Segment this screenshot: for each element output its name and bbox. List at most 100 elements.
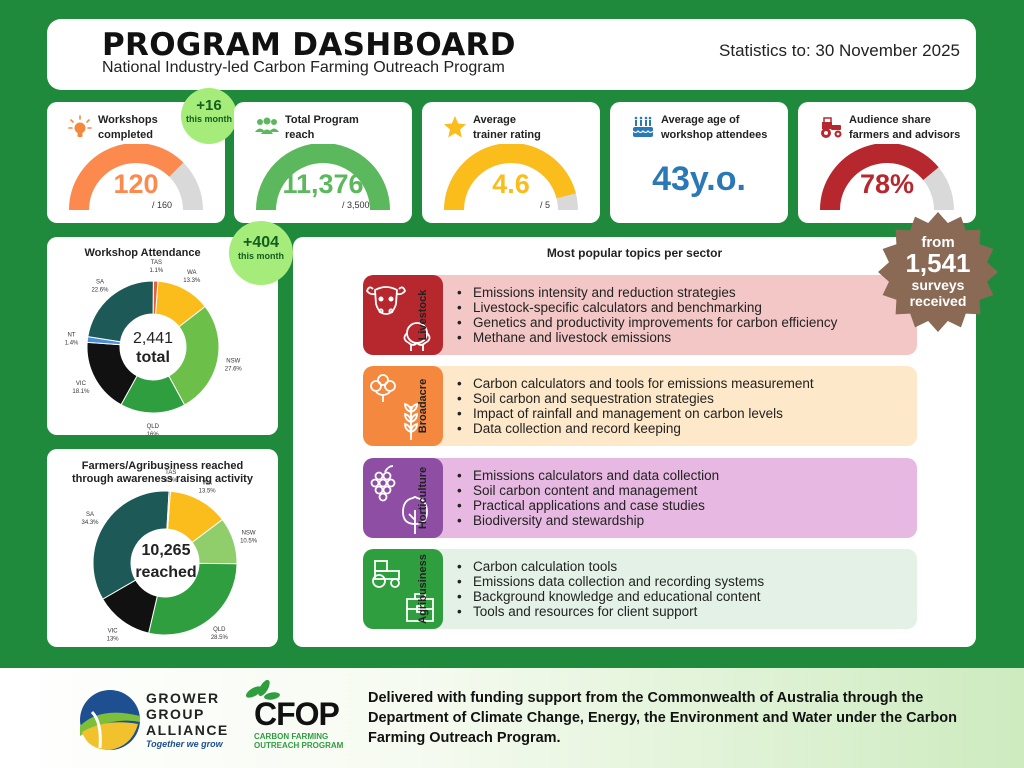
- slice-category-label: NSW: [242, 530, 256, 536]
- kpi-rating-card: Average trainer rating 4.6 / 5: [422, 102, 600, 223]
- workshops-gauge: [69, 144, 203, 211]
- workshops-month-value: +16: [196, 97, 222, 114]
- kpi-age-value: 43y.o.: [652, 160, 746, 198]
- list-item: Genetics and productivity improvements f…: [473, 315, 837, 330]
- kpi-age-label: Average age of: [661, 114, 740, 126]
- lightbulb-icon: [68, 115, 92, 137]
- kpi-reach-value: 11,376: [282, 169, 364, 199]
- list-item: Data collection and record keeping: [473, 421, 814, 436]
- list-item: Emissions calculators and data collectio…: [473, 468, 719, 483]
- kpi-age-card: Average age of workshop attendees 43y.o.: [610, 102, 788, 223]
- kpi-audience-label: Audience share: [849, 114, 931, 126]
- list-item: Methane and livestock emissions: [473, 330, 837, 345]
- attendance-month-value: +404: [242, 234, 280, 251]
- grower-group-alliance-logo: [80, 690, 140, 750]
- slice-category-label: TAS: [151, 260, 162, 266]
- slice-category-label: SA: [96, 279, 104, 285]
- slice-value-label: 34.3%: [82, 520, 100, 526]
- slice-category-label: NT: [68, 333, 76, 339]
- slice-category-label: VIC: [76, 381, 87, 387]
- funding-statement: Delivered with funding support from the …: [368, 690, 957, 746]
- list-item: Emissions data collection and recording …: [473, 574, 764, 589]
- kpi-rating-max: / 5: [540, 200, 551, 210]
- slice-value-label: 27.6%: [225, 367, 243, 373]
- kpi-workshops-card: Workshops completed 120 / 160 +16 this mo…: [47, 88, 237, 223]
- kpi-reach-card: Total Program reach 11,376 / 3,500: [234, 102, 412, 223]
- awareness-card: Farmers/Agribusiness reached through awa…: [47, 449, 278, 647]
- gga-line1: GROWER: [146, 690, 220, 706]
- slice-value-label: 18.1%: [72, 389, 90, 395]
- cfop-name: CFOP: [254, 696, 340, 732]
- attendance-card: Workshop Attendance WA 13.3% NSW 27.6% QLD 16…: [47, 221, 293, 435]
- list-item: Impact of rainfall and management on car…: [473, 406, 814, 421]
- list-item: Practical applications and case studies: [473, 498, 719, 513]
- workshops-month-text: this month: [186, 114, 232, 124]
- slice-category-label: NSW: [226, 359, 240, 365]
- gauge-fill: [444, 144, 576, 211]
- sector-agribusiness: Agribusiness Carbon calculation tools Em…: [363, 549, 917, 629]
- audience-gauge: [820, 144, 954, 211]
- agribusiness-tractor-briefcase-icon: [363, 549, 443, 629]
- stats-date: Statistics to: 30 November 2025: [719, 41, 960, 60]
- cfop-line1: CARBON FARMING: [254, 732, 329, 741]
- horticulture-grapes-tree-icon: [363, 458, 443, 538]
- list-item: Background knowledge and educational con…: [473, 589, 764, 604]
- gauge-fill: [820, 144, 939, 211]
- slice-category-label: TAS: [165, 470, 176, 476]
- kpi-audience-label-2: farmers and advisors: [849, 129, 961, 141]
- sector-livestock-list: Emissions intensity and reduction strate…: [473, 285, 837, 345]
- gauge-fill: [69, 144, 184, 211]
- attendance-title: Workshop Attendance: [84, 247, 201, 259]
- slice-value-label: 16%: [147, 432, 160, 435]
- slice-value-label: 0.3%: [164, 478, 178, 484]
- survey-seal-line1: from: [921, 234, 955, 251]
- list-item: Soil carbon content and management: [473, 483, 719, 498]
- people-icon: [255, 117, 279, 134]
- awareness-title-2: through awareness raising activity: [72, 473, 253, 485]
- kpi-rating-label: Average: [473, 114, 517, 126]
- workshops-month-badge: +16 this month: [181, 88, 237, 144]
- survey-seal-value: 1,541: [905, 248, 971, 278]
- birthday-cake-icon: [632, 116, 654, 137]
- slice-value-label: 13.5%: [199, 489, 217, 495]
- livestock-cow-sheep-icon: [363, 275, 443, 355]
- sector-agribusiness-list: Carbon calculation tools Emissions data …: [473, 559, 764, 619]
- kpi-reach-label: Total Program: [285, 114, 359, 126]
- list-item: Carbon calculation tools: [473, 559, 764, 574]
- gga-line2: GROUP: [146, 706, 205, 722]
- slice-value-label: 13.3%: [183, 278, 201, 284]
- list-item: Carbon calculators and tools for emissio…: [473, 376, 814, 391]
- page-title: PROGRAM DASHBOARD: [102, 27, 516, 63]
- kpi-workshops-max: / 160: [152, 200, 173, 210]
- reach-gauge: [256, 144, 390, 211]
- attendance-donut: WA 13.3% NSW 27.6% QLD 16% VIC 18.1% NT 1.4% SA 22.…: [65, 260, 243, 435]
- kpi-reach-label-2: reach: [285, 129, 315, 141]
- attendance-month-text: this month: [238, 251, 284, 261]
- sector-livestock-label: Livestock: [417, 289, 429, 341]
- kpi-workshops-label: Workshops: [98, 114, 158, 126]
- list-item: Biodiversity and stewardship: [473, 513, 719, 528]
- footer: GROWER GROUP ALLIANCE Together we grow C…: [0, 668, 1024, 768]
- kpi-reach-max: / 3,500: [342, 200, 370, 210]
- sector-horticulture: Horticulture Emissions calculators and d…: [363, 458, 917, 538]
- slice-value-label: 13%: [107, 637, 120, 643]
- slice-category-label: SA: [86, 512, 94, 518]
- tractor-icon: [821, 117, 842, 138]
- page-subtitle: National Industry-led Carbon Farming Out…: [102, 59, 505, 76]
- kpi-workshops-value: 120: [113, 169, 159, 199]
- star-icon: [444, 116, 466, 138]
- list-item: Livestock-specific calculators and bench…: [473, 300, 837, 315]
- slice-category-label: VIC: [108, 629, 119, 635]
- broadacre-cotton-wheat-icon: [363, 366, 443, 446]
- topics-card: Most popular topics per sector Livestock…: [293, 212, 998, 647]
- topics-title: Most popular topics per sector: [546, 246, 723, 260]
- donut-hole: [131, 529, 199, 597]
- awareness-donut: WA 13.5% NSW 10.5% QLD 28.5% VIC 13% SA 34.3% TAS 0…: [82, 470, 258, 643]
- gga-line3: ALLIANCE: [146, 722, 229, 738]
- survey-seal-line2: surveys: [911, 277, 965, 293]
- gauge-fill: [256, 144, 390, 211]
- slice-category-label: QLD: [147, 424, 160, 430]
- slice-value-label: 22.6%: [91, 287, 109, 293]
- kpi-audience-value: 78%: [859, 169, 915, 199]
- rating-gauge: [444, 144, 578, 211]
